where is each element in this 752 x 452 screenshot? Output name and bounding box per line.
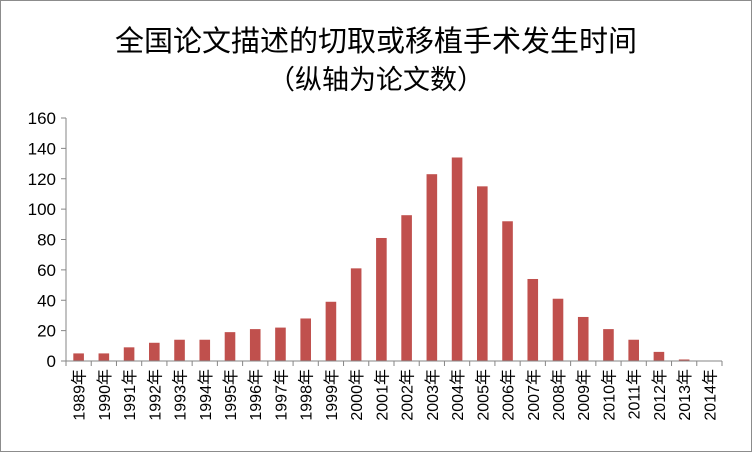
x-tick-label: 2003年: [424, 369, 442, 421]
x-tick-label: 1995年: [222, 369, 240, 421]
bars: [73, 157, 690, 361]
y-tick-label: 40: [37, 291, 56, 310]
x-tick-label: 1996年: [247, 369, 265, 421]
x-tick-label: 1991年: [121, 369, 139, 421]
x-tick-label: 1990年: [96, 369, 114, 421]
bar: [552, 298, 564, 361]
x-tick-label: 2006年: [500, 369, 518, 421]
x-tick-label: 1993年: [172, 369, 190, 421]
x-tick-label: 2011年: [626, 369, 644, 419]
y-tick-label: 20: [37, 322, 56, 341]
bar: [249, 329, 261, 361]
bar: [527, 278, 539, 361]
x-tick-label: 2002年: [399, 369, 417, 421]
bar: [426, 174, 438, 361]
bar: [98, 353, 110, 361]
bar: [477, 186, 488, 361]
bar: [199, 339, 211, 361]
x-tick-label: 2010年: [600, 369, 618, 421]
bar: [502, 221, 513, 361]
bar: [401, 215, 412, 361]
bar: [628, 339, 639, 361]
bar: [275, 327, 286, 361]
x-tick-label: 1994年: [197, 369, 215, 421]
x-tick-label: 2007年: [525, 369, 543, 421]
bar: [451, 157, 463, 361]
y-tick-label: 80: [37, 231, 56, 250]
bar: [350, 268, 362, 361]
bar: [376, 237, 387, 361]
bar: [653, 351, 665, 361]
x-tick-label: 1997年: [272, 369, 290, 421]
x-tick-label: 2008年: [550, 369, 568, 421]
bar: [224, 332, 236, 361]
y-axis-ticks: 0 20 40 60 80 100 120 140 160: [28, 109, 66, 371]
y-tick-label: 160: [28, 109, 56, 128]
x-tick-label: 2005年: [474, 369, 492, 421]
y-tick-label: 100: [28, 200, 56, 219]
x-tick-label: 2004年: [449, 369, 467, 421]
bar: [123, 347, 135, 361]
x-axis-tick-labels: 1989年 1990年 1991年 1992年 1993年 1994年 1995年 1996年…: [71, 369, 720, 421]
x-tick-label: 2001年: [373, 369, 391, 421]
bar: [73, 353, 84, 361]
x-tick-label: 1999年: [323, 369, 341, 421]
x-tick-label: 2013年: [676, 369, 694, 421]
y-tick-label: 120: [28, 170, 56, 189]
x-tick-label: 1992年: [146, 369, 164, 421]
bar: [603, 329, 614, 361]
x-tick-label: 2009年: [575, 369, 593, 421]
bar: [174, 339, 185, 361]
y-tick-label: 140: [28, 139, 56, 158]
axes: [65, 118, 723, 366]
chart-title: 全国论文描述的切取或移植手术发生时间: [114, 24, 637, 58]
y-tick-label: 60: [37, 261, 56, 280]
x-tick-label: 2012年: [651, 369, 669, 421]
x-tick-label: 2000年: [348, 369, 366, 421]
x-tick-label: 1998年: [298, 369, 316, 421]
x-tick-label: 2014年: [701, 369, 719, 421]
bar: [300, 318, 311, 361]
x-tick-label: 1989年: [71, 369, 89, 421]
bar: [325, 301, 337, 361]
chart-subtitle: （纵轴为论文数）: [268, 65, 484, 96]
bar: [149, 342, 160, 361]
bar: [678, 359, 690, 361]
y-tick-label: 0: [47, 352, 56, 371]
bar: [577, 316, 589, 361]
